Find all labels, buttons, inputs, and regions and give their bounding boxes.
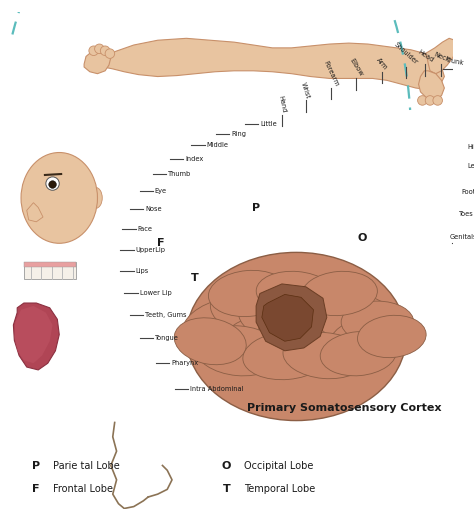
Bar [24,262,76,279]
Polygon shape [256,284,327,351]
Text: Middle: Middle [206,142,228,148]
Text: Forearm: Forearm [322,59,339,87]
Text: Head: Head [416,48,434,63]
Polygon shape [425,39,457,73]
Ellipse shape [341,301,414,343]
Polygon shape [419,71,444,100]
Text: Tongue: Tongue [155,336,179,341]
Polygon shape [13,303,59,370]
Text: Neck: Neck [433,52,450,63]
Polygon shape [84,50,111,73]
Text: Teeth, Gums: Teeth, Gums [145,313,187,318]
Circle shape [95,44,104,54]
Ellipse shape [186,252,406,420]
Ellipse shape [330,318,406,364]
Circle shape [100,46,110,56]
Text: UpperLip: UpperLip [136,247,166,253]
Text: Temporal Lobe: Temporal Lobe [244,483,315,493]
Text: Pharynx: Pharynx [171,360,198,366]
Circle shape [418,96,427,105]
Text: Toes: Toes [459,211,474,217]
Ellipse shape [222,314,313,368]
Text: Occipital Lobe: Occipital Lobe [244,461,313,470]
Text: Ring: Ring [231,131,246,137]
Text: P: P [252,203,260,213]
Text: Lower Lip: Lower Lip [139,291,171,296]
Text: Trunk: Trunk [446,57,465,66]
Text: Parie tal Lobe: Parie tal Lobe [54,461,120,470]
Text: Leg: Leg [467,163,474,169]
Circle shape [105,49,115,58]
Polygon shape [14,306,53,363]
Polygon shape [100,39,444,90]
Text: T: T [191,273,199,283]
Text: Primary Somatosensory Cortex: Primary Somatosensory Cortex [247,403,441,413]
Text: Index: Index [185,156,204,162]
Circle shape [425,96,435,105]
Text: Intra Abdominal: Intra Abdominal [190,386,244,392]
Text: P: P [32,461,40,470]
Ellipse shape [209,270,289,317]
Ellipse shape [357,315,426,357]
Ellipse shape [21,153,98,243]
Ellipse shape [296,310,383,363]
Circle shape [89,46,99,56]
Ellipse shape [255,309,347,364]
Text: F: F [157,238,164,248]
Circle shape [46,177,59,190]
Ellipse shape [89,188,102,208]
Ellipse shape [174,318,246,365]
Text: Arm: Arm [375,56,389,71]
Text: Lips: Lips [136,268,149,275]
Ellipse shape [278,287,362,338]
Text: Hand: Hand [277,95,287,114]
Text: Genitals: Genitals [450,234,474,240]
Ellipse shape [301,271,377,316]
Circle shape [49,181,56,189]
Text: Foot: Foot [461,189,474,195]
Text: Thumb: Thumb [168,171,191,177]
Text: F: F [33,483,40,493]
Text: Elbow: Elbow [349,57,364,78]
Ellipse shape [182,297,277,356]
Text: Shoulder: Shoulder [393,42,419,66]
Ellipse shape [313,293,393,341]
Ellipse shape [195,326,283,376]
Text: Hip: Hip [467,144,474,150]
Ellipse shape [283,332,367,379]
Text: Frontal Lobe: Frontal Lobe [54,483,113,493]
Ellipse shape [256,271,336,316]
Text: O: O [222,461,231,470]
Text: Eye: Eye [155,188,167,194]
Ellipse shape [243,331,330,380]
Text: Nose: Nose [145,206,162,213]
Polygon shape [262,294,313,341]
Text: T: T [223,483,230,493]
Circle shape [433,96,442,105]
Polygon shape [27,203,43,222]
Ellipse shape [320,331,396,376]
Text: Face: Face [137,227,153,232]
Bar [24,262,76,267]
Ellipse shape [210,281,296,334]
Ellipse shape [238,291,326,344]
Text: Little: Little [260,121,277,127]
Text: Wrist: Wrist [301,81,311,100]
Text: O: O [358,233,367,243]
